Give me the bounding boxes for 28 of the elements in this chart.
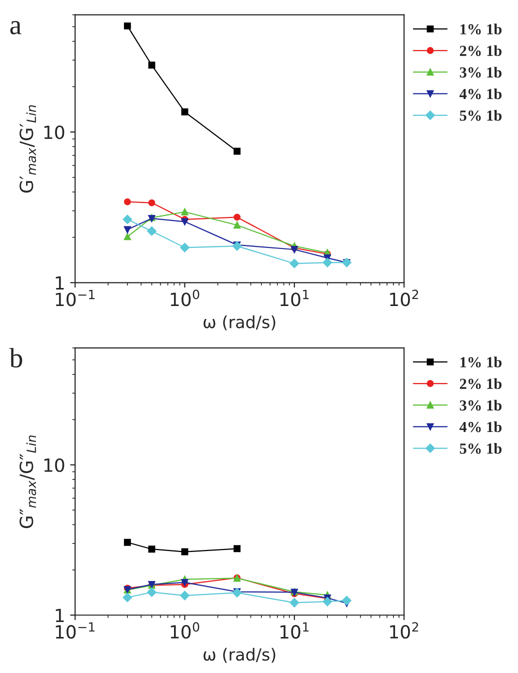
legend-label: 2% 1b bbox=[460, 45, 502, 56]
x-axis-title: ω (rad/s) bbox=[204, 648, 276, 663]
x-tick-label: 10$^{1}$ bbox=[280, 290, 309, 306]
legend-label: 5% 1b bbox=[460, 110, 502, 121]
x-tick-label: 10$^{1}$ bbox=[280, 622, 309, 639]
x-tick-label: 10$^{2}$ bbox=[390, 290, 418, 306]
legend-label: 1% 1b bbox=[460, 24, 502, 34]
x-axis-title: ω (rad/s) bbox=[204, 315, 276, 330]
y-tick-label: 1 bbox=[56, 608, 64, 622]
x-tick-label: 10$^{−1}$ bbox=[56, 622, 95, 639]
legend-label: 1% 1b bbox=[460, 356, 502, 368]
legend-label: 3% 1b bbox=[460, 66, 502, 78]
y-tick-label: 10 bbox=[44, 125, 64, 140]
x-tick-label: 10$^{0}$ bbox=[170, 290, 200, 306]
legend-label: 4% 1b bbox=[459, 88, 502, 100]
legend-label: 4% 1b bbox=[459, 421, 502, 432]
chart-title: b bbox=[9, 348, 22, 368]
legend-label: 5% 1b bbox=[460, 443, 502, 454]
legend-label: 3% 1b bbox=[460, 400, 502, 411]
chart-title: a bbox=[10, 21, 22, 34]
x-tick-label: 10$^{2}$ bbox=[390, 622, 418, 639]
x-tick-label: 10$^{0}$ bbox=[170, 622, 200, 639]
y-axis-title: G′$_{max}$/G′$_{Lin}$ bbox=[20, 105, 36, 193]
y-tick-label: 10 bbox=[44, 458, 64, 472]
x-tick-label: 10$^{−1}$ bbox=[56, 290, 95, 306]
y-tick-label: 1 bbox=[56, 276, 64, 290]
y-axis-title: G″$_{max}$/G″$_{Lin}$ bbox=[20, 435, 36, 528]
legend-label: 2% 1b bbox=[460, 378, 502, 390]
